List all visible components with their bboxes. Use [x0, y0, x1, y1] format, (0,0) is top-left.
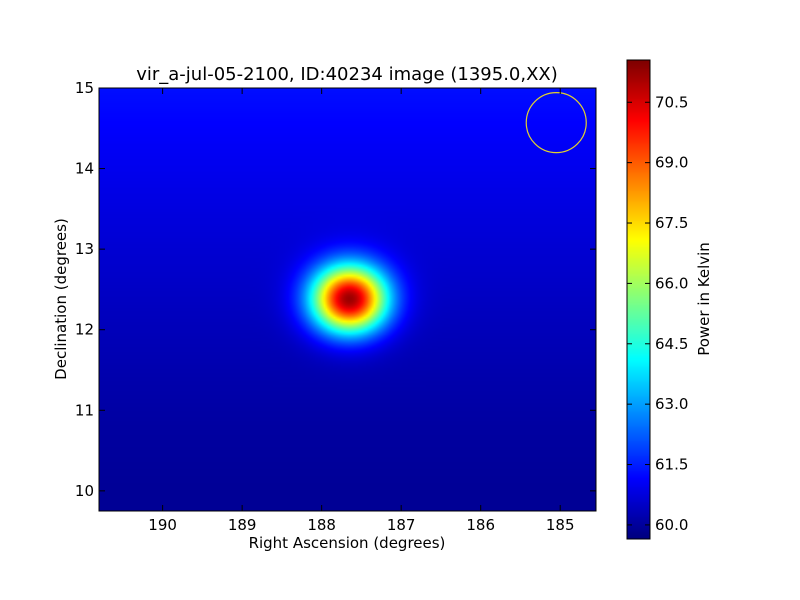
- colorbar-tick-label: 67.5: [655, 214, 688, 232]
- x-tick-label: 190: [148, 516, 177, 534]
- colorbar-tick-label: 64.5: [655, 335, 688, 353]
- colorbar-tick-label: 61.5: [655, 456, 688, 474]
- y-tick-label: 10: [75, 482, 94, 500]
- x-tick-label: 189: [228, 516, 257, 534]
- x-axis-label: Right Ascension (degrees): [249, 534, 446, 552]
- y-axis-label: Declination (degrees): [52, 218, 70, 380]
- x-tick-label: 185: [546, 516, 575, 534]
- colorbar-label: Power in Kelvin: [695, 242, 713, 356]
- y-tick-label: 15: [75, 79, 94, 97]
- x-tick-label: 187: [387, 516, 416, 534]
- y-tick-label: 11: [75, 401, 94, 419]
- plot-frame: [98, 87, 597, 512]
- x-tick-label: 186: [466, 516, 495, 534]
- x-axis: 190 189 188 187 186 185: [148, 88, 575, 534]
- colorbar-tick-label: 69.0: [655, 154, 688, 172]
- heatmap-image: [99, 88, 596, 511]
- colorbar-tick-label: 70.5: [655, 93, 688, 111]
- beam-circle: [525, 92, 587, 154]
- colorbar-gradient: [627, 60, 650, 539]
- colorbar-frame: [626, 59, 651, 540]
- y-axis: 10 11 12 13 14 15: [75, 79, 596, 500]
- chart-title: vir_a-jul-05-2100, ID:40234 image (1395.…: [136, 64, 558, 85]
- colorbar-tick-label: 66.0: [655, 274, 688, 292]
- x-tick-label: 188: [307, 516, 336, 534]
- colorbar: 60.0 61.5 63.0 64.5 66.0 67.5 69.0 70.5: [626, 59, 688, 540]
- colorbar-ticks: 60.0 61.5 63.0 64.5 66.0 67.5 69.0 70.5: [627, 93, 688, 534]
- colorbar-tick-label: 63.0: [655, 395, 688, 413]
- y-tick-label: 12: [75, 321, 94, 339]
- y-tick-label: 14: [75, 160, 94, 178]
- colorbar-tick-label: 60.0: [655, 516, 688, 534]
- y-tick-label: 13: [75, 240, 94, 258]
- plot-area: [98, 87, 597, 512]
